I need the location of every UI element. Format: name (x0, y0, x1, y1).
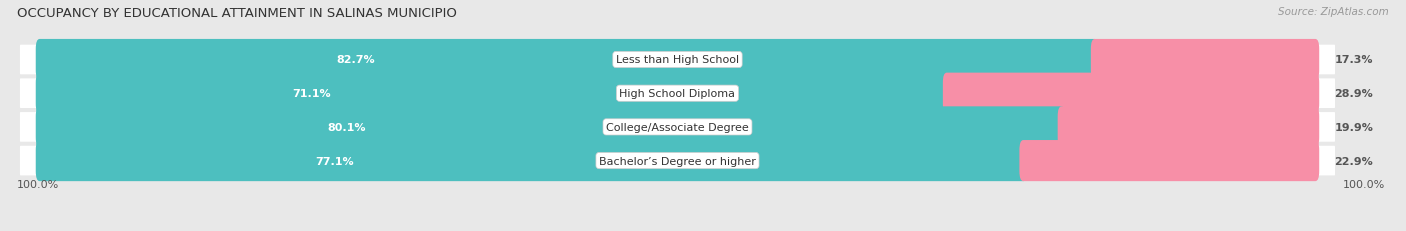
Text: 80.1%: 80.1% (328, 122, 366, 132)
Text: 28.9%: 28.9% (1334, 89, 1374, 99)
Text: 71.1%: 71.1% (292, 89, 330, 99)
FancyBboxPatch shape (20, 146, 1336, 176)
Text: Source: ZipAtlas.com: Source: ZipAtlas.com (1278, 7, 1389, 17)
Text: High School Diploma: High School Diploma (620, 89, 735, 99)
FancyBboxPatch shape (35, 107, 1066, 148)
Text: 77.1%: 77.1% (315, 156, 354, 166)
FancyBboxPatch shape (35, 73, 950, 114)
Text: Bachelor’s Degree or higher: Bachelor’s Degree or higher (599, 156, 756, 166)
FancyBboxPatch shape (1091, 40, 1319, 81)
FancyBboxPatch shape (20, 112, 1336, 142)
Text: Less than High School: Less than High School (616, 55, 740, 65)
FancyBboxPatch shape (35, 140, 1026, 181)
FancyBboxPatch shape (1019, 140, 1319, 181)
Text: College/Associate Degree: College/Associate Degree (606, 122, 749, 132)
FancyBboxPatch shape (1057, 107, 1319, 148)
Text: 100.0%: 100.0% (1343, 179, 1385, 189)
FancyBboxPatch shape (35, 40, 1098, 81)
Text: 17.3%: 17.3% (1334, 55, 1374, 65)
FancyBboxPatch shape (943, 73, 1319, 114)
Text: 82.7%: 82.7% (337, 55, 375, 65)
FancyBboxPatch shape (20, 46, 1336, 75)
Text: 22.9%: 22.9% (1334, 156, 1374, 166)
Text: OCCUPANCY BY EDUCATIONAL ATTAINMENT IN SALINAS MUNICIPIO: OCCUPANCY BY EDUCATIONAL ATTAINMENT IN S… (17, 7, 457, 20)
Text: 100.0%: 100.0% (17, 179, 59, 189)
Text: 19.9%: 19.9% (1334, 122, 1374, 132)
FancyBboxPatch shape (20, 79, 1336, 109)
